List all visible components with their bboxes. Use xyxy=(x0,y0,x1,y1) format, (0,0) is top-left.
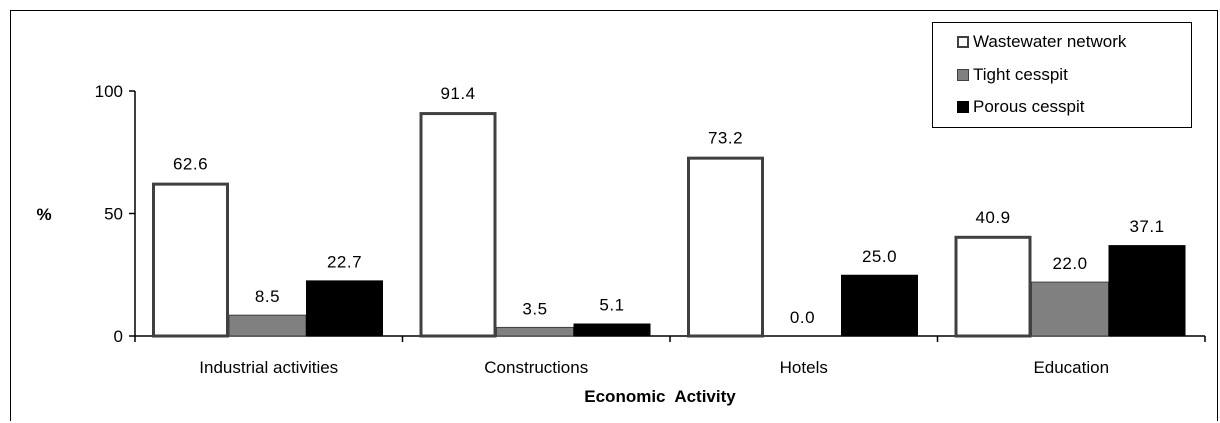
bar-wastewater-network xyxy=(152,182,229,338)
x-tick-label: Industrial activities xyxy=(199,358,338,377)
data-label: 0.0 xyxy=(790,308,815,327)
legend-label: Porous cesspit xyxy=(973,97,1085,116)
bar-porous-cesspit xyxy=(573,323,651,336)
x-tick-label: Education xyxy=(1033,358,1109,377)
x-axis-title: Economic Activity xyxy=(584,387,736,406)
x-tick-label: Constructions xyxy=(484,358,588,377)
wastewater-network-swatch xyxy=(957,36,969,48)
legend-label: Tight cesspit xyxy=(973,65,1068,84)
y-axis-title: % xyxy=(36,205,51,224)
legend: Wastewater network Tight cesspit Porous … xyxy=(932,22,1192,128)
data-label: 91.4 xyxy=(440,84,475,103)
y-axis: 0 50 100 xyxy=(95,82,136,346)
data-label: 37.1 xyxy=(1129,217,1164,236)
chart-frame xyxy=(10,10,1218,421)
data-label: 3.5 xyxy=(522,299,547,318)
y-tick-label: 0 xyxy=(114,327,123,346)
legend-label: Wastewater network xyxy=(973,32,1127,51)
x-tick-label: Hotels xyxy=(780,358,828,377)
bar-wastewater-network xyxy=(687,156,764,338)
bar-porous-cesspit xyxy=(1108,245,1186,336)
data-label: 25.0 xyxy=(862,247,897,266)
x-axis: Industrial activities Constructions Hotels… xyxy=(134,335,1206,377)
bar-porous-cesspit xyxy=(841,274,918,336)
bar-porous-cesspit xyxy=(306,280,383,336)
y-tick-label: 50 xyxy=(104,205,123,224)
porous-cesspit-swatch xyxy=(957,101,969,113)
data-labels-group: 62.6 91.4 73.2 40.9 8.5 3.5 0.0 22.0 22.7 5.1 25.0… xyxy=(173,84,1164,327)
data-label: 40.9 xyxy=(975,208,1010,227)
bar-tight-cesspit xyxy=(228,314,307,337)
data-label: 22.7 xyxy=(327,252,362,271)
legend-item-porous-cesspit: Porous cesspit xyxy=(957,96,1085,118)
bars-group xyxy=(152,112,1186,338)
legend-item-tight-cesspit: Tight cesspit xyxy=(957,64,1068,86)
tight-cesspit-swatch xyxy=(957,69,969,81)
bar-tight-cesspit xyxy=(1031,281,1109,337)
bar-tight-cesspit xyxy=(496,326,574,337)
bar-wastewater-network xyxy=(954,235,1032,338)
data-label: 73.2 xyxy=(708,129,743,148)
data-label: 8.5 xyxy=(255,287,280,306)
bar-wastewater-network xyxy=(419,112,497,338)
y-tick-label: 100 xyxy=(95,82,123,101)
legend-item-wastewater-network: Wastewater network xyxy=(957,31,1126,53)
data-label: 22.0 xyxy=(1052,254,1087,273)
data-label: 5.1 xyxy=(599,296,624,315)
data-label: 62.6 xyxy=(173,155,208,174)
